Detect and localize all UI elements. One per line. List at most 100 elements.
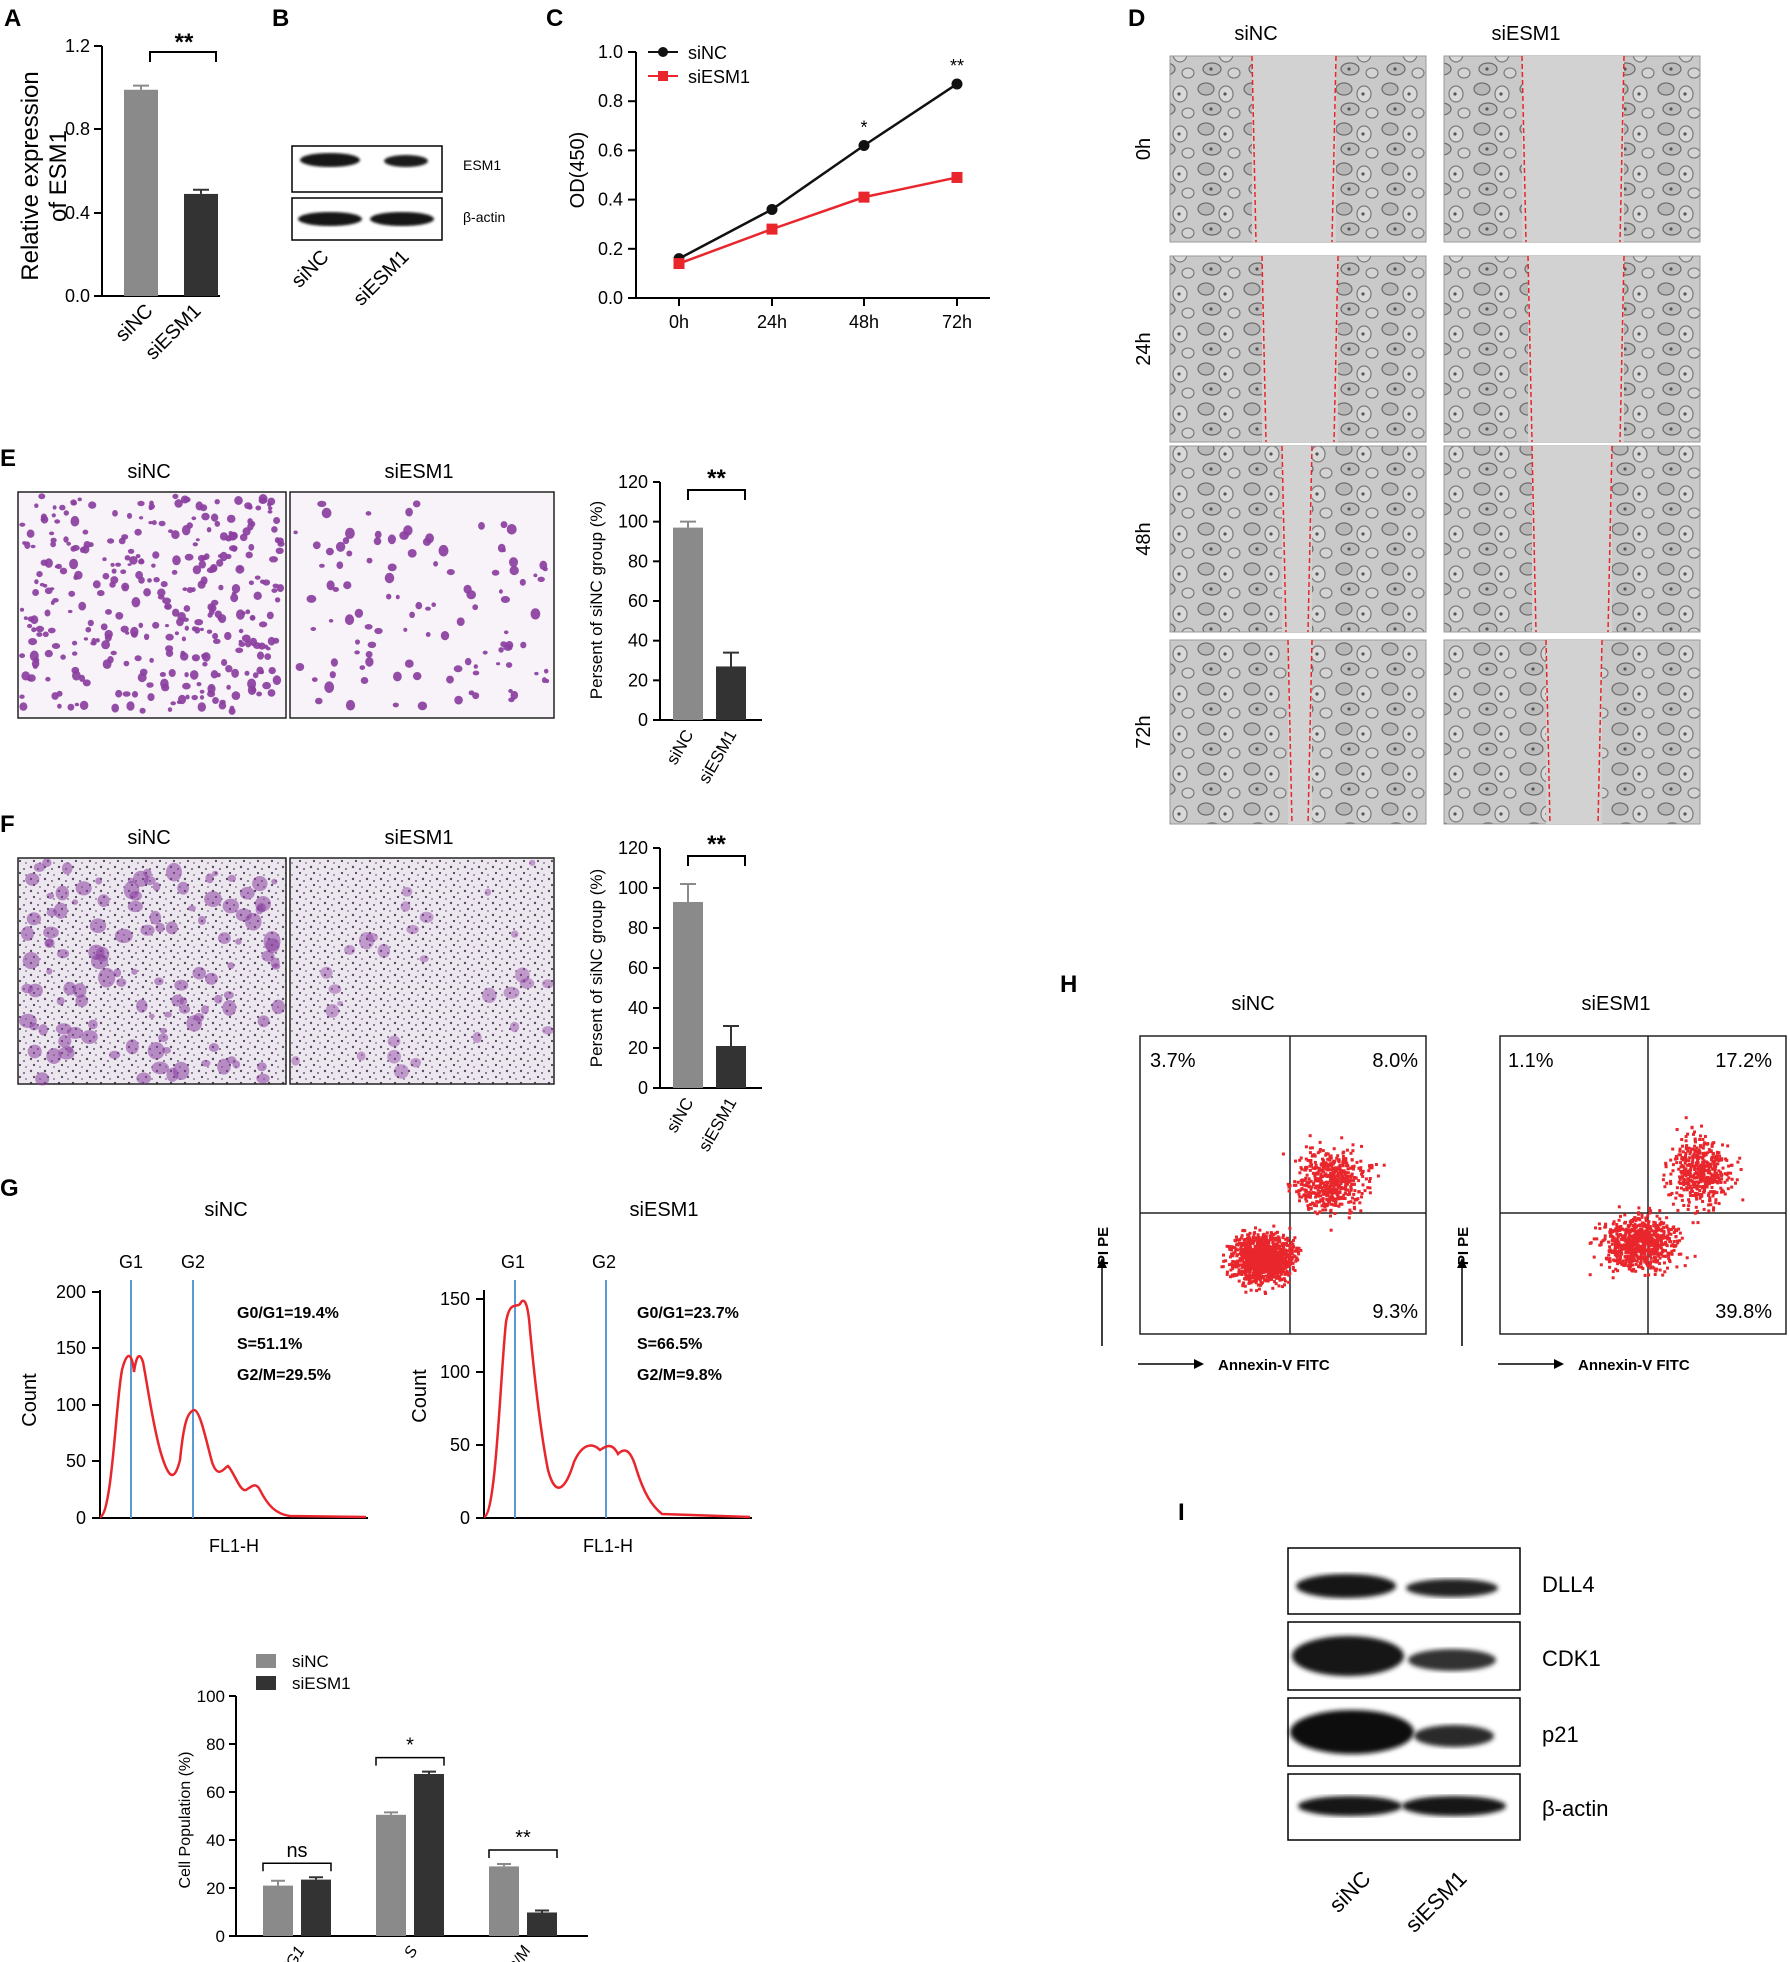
event-dot (1313, 1175, 1317, 1179)
event-dot (1588, 1273, 1592, 1277)
bar-siESM1-G2/M (527, 1912, 557, 1936)
stained-cell (342, 537, 350, 545)
event-dot (1280, 1250, 1284, 1254)
stained-cell (52, 598, 59, 603)
event-dot (1284, 1254, 1288, 1258)
event-dot (1237, 1270, 1241, 1274)
event-dot (1663, 1270, 1667, 1274)
event-dot (1364, 1177, 1368, 1181)
event-dot (1352, 1179, 1356, 1183)
stained-cell (131, 691, 139, 698)
event-dot (1311, 1191, 1315, 1195)
event-dot (1687, 1159, 1691, 1163)
stained-cell (519, 578, 526, 586)
event-dot (1342, 1193, 1346, 1197)
stained-cell (404, 659, 414, 668)
event-dot (1628, 1248, 1631, 1252)
stained-cell (113, 968, 122, 978)
event-dot (1652, 1255, 1656, 1259)
event-dot (1274, 1242, 1278, 1246)
event-dot (1347, 1200, 1351, 1204)
wound-edge-line (1619, 55, 1625, 243)
event-dot (1277, 1284, 1281, 1288)
event-dot (1661, 1273, 1665, 1277)
blot-frame (291, 145, 443, 193)
stained-cell (317, 500, 327, 508)
stained-cell (210, 564, 218, 572)
event-dot (1288, 1262, 1292, 1266)
event-dot (1617, 1218, 1621, 1222)
event-dot (1690, 1186, 1694, 1190)
event-dot (1616, 1252, 1620, 1255)
event-dot (1359, 1166, 1363, 1170)
wound-edge-line (1531, 445, 1537, 633)
event-dot (1279, 1262, 1283, 1266)
event-dot (1629, 1245, 1633, 1249)
significance: * (860, 117, 867, 137)
event-dot (1248, 1241, 1252, 1245)
event-dot (1248, 1255, 1252, 1259)
event-dot (1349, 1200, 1353, 1204)
stained-cell (272, 583, 279, 589)
event-dot (1680, 1194, 1684, 1198)
x-tick-label: siNC (663, 727, 698, 768)
stained-cell (127, 877, 135, 884)
stained-cells (293, 500, 550, 711)
stained-cell (454, 695, 463, 705)
event-dot (1608, 1245, 1612, 1249)
event-dot (1263, 1261, 1267, 1265)
event-dot (1289, 1252, 1293, 1256)
bar-siESM1 (716, 1046, 746, 1088)
stained-cell (129, 556, 138, 565)
stained-cell (325, 1004, 340, 1018)
stained-cell (324, 681, 335, 693)
event-dot (1316, 1172, 1319, 1176)
event-dot (1645, 1233, 1649, 1237)
event-dot (1227, 1263, 1231, 1267)
event-dot (1702, 1172, 1706, 1176)
stained-cell (268, 506, 273, 511)
histogram-xlabel: FL1-H (209, 1536, 259, 1556)
stained-cell (25, 872, 40, 886)
stained-cell (75, 994, 88, 1008)
event-dot (1248, 1258, 1252, 1262)
stained-cell (56, 996, 65, 1006)
stained-cell (271, 878, 278, 885)
stained-cell (174, 979, 189, 991)
event-dot (1612, 1239, 1616, 1243)
ytick: 0.0 (65, 286, 90, 306)
event-dot (1594, 1226, 1597, 1230)
legend-esm1: siESM1 (292, 1674, 351, 1693)
event-dot (1619, 1246, 1623, 1250)
stained-cell (306, 594, 317, 603)
event-dot (1282, 1256, 1285, 1260)
stained-cell (162, 597, 172, 605)
event-dot (1678, 1177, 1682, 1181)
event-dot (1741, 1198, 1745, 1202)
event-dot (1246, 1249, 1250, 1253)
event-dot (1256, 1241, 1260, 1244)
event-dot (1346, 1164, 1350, 1168)
arrow-head-icon (1194, 1359, 1204, 1369)
event-dot (1711, 1141, 1715, 1145)
stained-cell (197, 702, 206, 712)
stained-cell (210, 513, 219, 522)
stained-cell (102, 572, 110, 580)
stained-cell (44, 609, 51, 617)
event-dot (1670, 1191, 1674, 1195)
stat-s: S=66.5% (637, 1336, 702, 1353)
event-dot (1230, 1248, 1233, 1252)
event-dot (1267, 1241, 1271, 1245)
stained-cell (71, 899, 79, 905)
stained-cell (267, 501, 272, 507)
event-dot (1684, 1116, 1688, 1120)
event-dot (1729, 1171, 1733, 1175)
event-dot (1269, 1251, 1273, 1255)
event-dot (1257, 1258, 1261, 1262)
event-dot (1231, 1254, 1235, 1258)
stained-cell (23, 616, 28, 620)
event-dot (1647, 1220, 1651, 1224)
stained-cell (203, 553, 210, 560)
